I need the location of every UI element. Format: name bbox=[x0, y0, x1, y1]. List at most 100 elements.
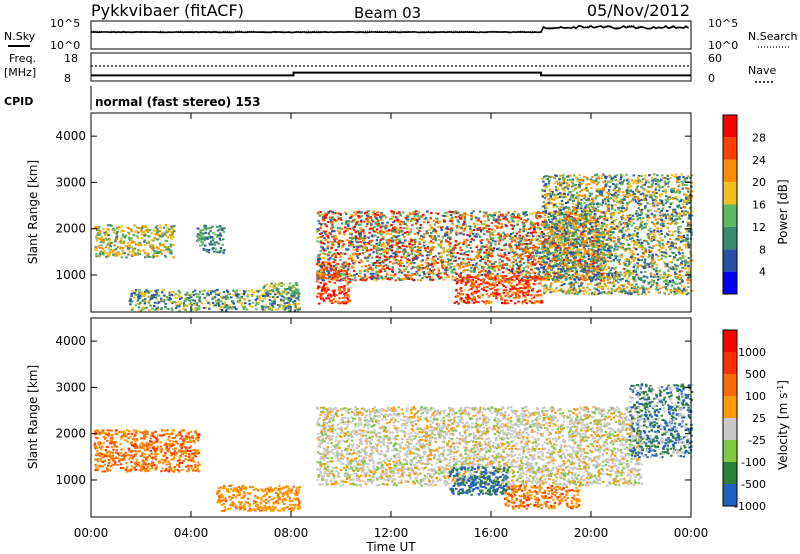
data-cell bbox=[600, 244, 603, 247]
data-cell bbox=[473, 271, 476, 273]
data-cell bbox=[326, 268, 329, 271]
data-cell bbox=[563, 231, 566, 233]
data-cell bbox=[353, 276, 357, 279]
data-cell bbox=[348, 241, 351, 244]
data-cell bbox=[459, 293, 462, 296]
data-cell bbox=[207, 294, 210, 297]
data-cell bbox=[149, 298, 152, 301]
data-cell bbox=[565, 218, 568, 221]
data-cell bbox=[325, 297, 328, 300]
data-cell bbox=[203, 296, 207, 299]
data-cell bbox=[582, 290, 585, 293]
data-cell bbox=[539, 275, 542, 278]
data-cell bbox=[152, 236, 156, 239]
data-cell bbox=[490, 278, 493, 281]
data-cell bbox=[178, 305, 181, 308]
data-cell bbox=[472, 232, 475, 235]
data-cell bbox=[339, 255, 342, 258]
data-cell bbox=[203, 227, 206, 230]
data-cell bbox=[186, 297, 189, 299]
data-cell bbox=[439, 259, 443, 262]
data-cell bbox=[636, 218, 639, 221]
data-cell bbox=[585, 267, 589, 270]
data-cell bbox=[532, 254, 535, 257]
data-cell bbox=[438, 220, 441, 223]
data-cell bbox=[335, 294, 338, 297]
data-cell bbox=[386, 277, 390, 280]
data-cell bbox=[469, 240, 472, 243]
data-cell bbox=[487, 219, 490, 222]
data-cell bbox=[515, 216, 519, 219]
data-cell bbox=[535, 246, 538, 249]
data-cell bbox=[265, 283, 269, 286]
data-cell bbox=[666, 263, 669, 266]
data-cell bbox=[215, 300, 218, 303]
data-cell bbox=[426, 257, 429, 260]
data-cell bbox=[242, 308, 246, 310]
data-cell bbox=[348, 216, 352, 219]
data-cell bbox=[370, 241, 373, 243]
data-cell bbox=[342, 287, 345, 290]
data-cell bbox=[465, 265, 468, 267]
data-cell bbox=[592, 252, 595, 255]
freq-trace bbox=[91, 71, 691, 77]
data-cell bbox=[522, 227, 526, 230]
data-cell bbox=[480, 242, 483, 244]
data-cell bbox=[496, 275, 500, 278]
data-cell bbox=[456, 295, 459, 298]
data-cell bbox=[596, 201, 600, 204]
data-cell bbox=[530, 297, 534, 300]
data-cell bbox=[494, 281, 498, 284]
data-cell bbox=[545, 261, 548, 264]
data-cell bbox=[211, 301, 215, 304]
data-cell bbox=[505, 279, 508, 282]
data-cell bbox=[162, 289, 165, 292]
data-cell bbox=[526, 294, 529, 296]
data-cell bbox=[424, 266, 427, 269]
data-cell bbox=[476, 284, 479, 287]
data-cell bbox=[403, 273, 406, 276]
data-cell bbox=[329, 264, 332, 267]
data-cell bbox=[568, 244, 571, 247]
noise-panel-frame bbox=[90, 20, 692, 50]
data-cell bbox=[659, 277, 662, 280]
data-cell bbox=[500, 298, 503, 301]
data-cell bbox=[597, 205, 600, 208]
data-cell bbox=[199, 234, 203, 237]
data-cell bbox=[470, 276, 473, 279]
data-cell bbox=[378, 258, 381, 261]
data-cell bbox=[550, 288, 553, 291]
data-cell bbox=[346, 294, 350, 297]
data-cell bbox=[492, 216, 495, 219]
data-cell bbox=[492, 266, 496, 268]
data-cell bbox=[235, 289, 238, 292]
data-cell bbox=[571, 196, 574, 199]
data-cell bbox=[566, 215, 570, 218]
data-cell bbox=[246, 295, 249, 298]
data-cell bbox=[276, 288, 279, 291]
data-cell bbox=[553, 263, 556, 266]
data-cell bbox=[319, 211, 322, 213]
data-cell bbox=[358, 211, 361, 214]
data-cell bbox=[276, 284, 279, 287]
data-cell bbox=[341, 265, 345, 268]
data-cell bbox=[344, 226, 347, 229]
data-cell bbox=[542, 257, 545, 260]
data-cell bbox=[332, 261, 335, 264]
data-cell bbox=[295, 293, 298, 295]
data-cell bbox=[548, 276, 551, 279]
data-cell bbox=[215, 248, 218, 251]
data-cell bbox=[380, 228, 383, 231]
data-cell bbox=[484, 275, 487, 278]
data-cell bbox=[371, 229, 374, 232]
data-cell bbox=[522, 224, 525, 226]
data-cell bbox=[148, 295, 151, 298]
data-cell bbox=[632, 181, 635, 184]
data-cell bbox=[378, 269, 381, 272]
data-cell bbox=[554, 210, 558, 213]
data-cell bbox=[465, 245, 469, 248]
data-cell bbox=[348, 220, 351, 223]
data-cell bbox=[478, 226, 481, 229]
data-cell bbox=[530, 221, 534, 224]
data-cell bbox=[439, 252, 442, 255]
